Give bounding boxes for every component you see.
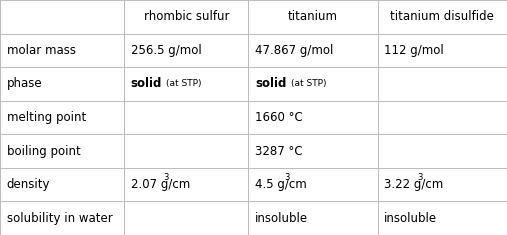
Text: 3287 °C: 3287 °C (255, 145, 303, 158)
Text: 256.5 g/mol: 256.5 g/mol (131, 44, 202, 57)
Text: rhombic sulfur: rhombic sulfur (143, 10, 229, 23)
Text: 47.867 g/mol: 47.867 g/mol (255, 44, 334, 57)
Text: titanium disulfide: titanium disulfide (390, 10, 494, 23)
Text: 3.22 g/cm: 3.22 g/cm (384, 178, 444, 191)
Text: insoluble: insoluble (255, 212, 308, 225)
Text: 1660 °C: 1660 °C (255, 111, 303, 124)
Text: 3: 3 (417, 173, 422, 182)
Text: titanium: titanium (288, 10, 338, 23)
Text: melting point: melting point (7, 111, 86, 124)
Text: (at STP): (at STP) (291, 79, 326, 88)
Text: solid: solid (255, 77, 286, 90)
Text: 3: 3 (284, 173, 289, 182)
Text: 112 g/mol: 112 g/mol (384, 44, 444, 57)
Text: phase: phase (7, 77, 42, 90)
Text: 2.07 g/cm: 2.07 g/cm (131, 178, 190, 191)
Text: 3: 3 (164, 173, 169, 182)
Text: (at STP): (at STP) (166, 79, 202, 88)
Text: insoluble: insoluble (384, 212, 438, 225)
Text: density: density (7, 178, 50, 191)
Text: molar mass: molar mass (7, 44, 76, 57)
Text: 4.5 g/cm: 4.5 g/cm (255, 178, 307, 191)
Text: solubility in water: solubility in water (7, 212, 113, 225)
Text: solid: solid (131, 77, 162, 90)
Text: boiling point: boiling point (7, 145, 80, 158)
